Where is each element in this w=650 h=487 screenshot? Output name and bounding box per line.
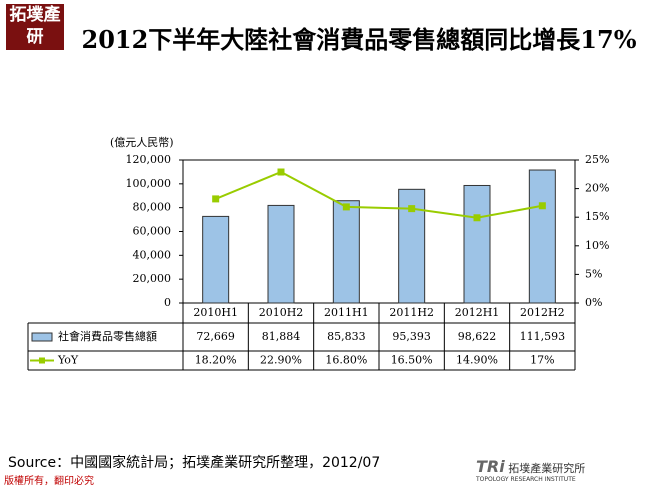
table-value: 22.90%	[260, 354, 302, 367]
y2-tick-label: 5%	[585, 267, 602, 280]
copyright: 版權所有，翻印必究	[4, 476, 94, 487]
table-value: 98,622	[458, 330, 497, 343]
table-value: 16.50%	[391, 354, 433, 367]
y2-tick-label: 10%	[585, 239, 609, 252]
x-tick-label: 2011H1	[324, 306, 369, 319]
table-value: 17%	[530, 354, 554, 367]
bar	[202, 215, 230, 304]
y-axis-label: (億元人民幣)	[110, 136, 174, 149]
bar	[528, 169, 556, 304]
brand-mark: TRi	[476, 457, 505, 476]
table-value: 81,884	[262, 330, 301, 343]
legend-marker	[39, 357, 45, 364]
point	[538, 202, 546, 210]
x-tick-label: 2010H1	[193, 306, 238, 319]
point	[277, 168, 285, 176]
point	[408, 205, 416, 213]
brand: TRi 拓墣產業研究所 TOPOLOGY RESEARCH INSTITUTE	[476, 457, 585, 483]
y2-tick-label: 25%	[585, 153, 609, 166]
legend-label: 社會消費品零售總額	[58, 329, 157, 343]
table-value: 14.90%	[456, 354, 498, 367]
y-tick-label: 120,000	[126, 153, 172, 166]
y2-tick-label: 20%	[585, 182, 609, 195]
table-value: 111,593	[520, 330, 566, 343]
source: Source：中國國家統計局；拓墣產業研究所整理，2012/07	[8, 455, 381, 471]
bar	[267, 204, 295, 304]
y-tick-label: 100,000	[126, 177, 172, 190]
y2-tick-label: 15%	[585, 210, 609, 223]
chart-title: 2012下半年大陸社會消費品零售總額同比增長17%	[81, 25, 637, 54]
line	[215, 170, 543, 219]
table-value: 16.80%	[325, 354, 367, 367]
plot-area	[182, 159, 576, 304]
logo: 拓墣產研	[6, 4, 64, 50]
brand-name: 拓墣產業研究所	[508, 462, 586, 475]
y-tick-label: 80,000	[133, 201, 172, 214]
point	[473, 214, 481, 222]
x-tick-label: 2010H2	[259, 306, 304, 319]
x-tick-label: 2011H2	[389, 306, 434, 319]
table-value: 72,669	[196, 330, 235, 343]
table-value: 95,393	[392, 330, 431, 343]
bar	[332, 200, 360, 304]
y-tick-label: 40,000	[133, 248, 172, 261]
x-tick-label: 2012H1	[455, 306, 500, 319]
y-tick-label: 20,000	[133, 272, 172, 285]
point	[212, 195, 220, 203]
y-tick-label: 60,000	[133, 225, 172, 238]
legend-label: YoY	[57, 354, 79, 367]
table-value: 85,833	[327, 330, 366, 343]
table-value: 18.20%	[195, 354, 237, 367]
point	[342, 203, 350, 211]
bar	[463, 184, 491, 304]
brand-sub: TOPOLOGY RESEARCH INSTITUTE	[476, 476, 576, 483]
legend-swatch	[31, 332, 53, 342]
x-tick-label: 2012H2	[520, 306, 565, 319]
y-tick-label: 0	[164, 296, 171, 309]
y2-tick-label: 0%	[585, 296, 602, 309]
